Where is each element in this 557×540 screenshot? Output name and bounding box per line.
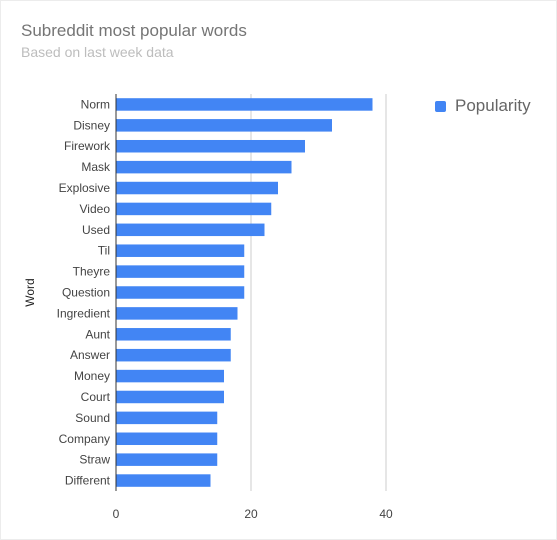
category-label: Court [81,390,111,404]
bar[interactable] [116,390,225,404]
bars [116,98,373,487]
category-labels: Norm Disney Firework Mask Explosive Video Used… [57,97,111,487]
bar[interactable] [116,474,211,487]
category-label: Firework [64,139,111,153]
category-label: Answer [70,348,110,362]
bar[interactable] [116,369,225,383]
chart-subtitle: Based on last week data [21,44,174,60]
category-label: Norm [81,97,110,111]
bar[interactable] [116,265,245,278]
x-tick-label: 0 [113,507,120,521]
x-tick-label: 40 [379,507,393,521]
category-label: Aunt [85,327,110,341]
category-label: Ingredient [57,306,111,320]
category-label: Money [74,369,110,383]
bar[interactable] [116,181,279,195]
bar[interactable] [116,160,292,174]
legend-label: Popularity [455,96,531,115]
category-label: Explosive [59,181,111,195]
bar[interactable] [116,202,272,216]
bar[interactable] [116,453,218,466]
bar[interactable] [116,139,306,153]
bar[interactable] [116,223,265,237]
category-label: Company [59,432,110,446]
legend-swatch [435,100,446,112]
bar[interactable] [116,307,238,320]
bar[interactable] [116,411,218,425]
category-label: Straw [79,453,110,467]
x-tick-labels: 0 20 40 [113,507,393,521]
bar[interactable] [116,432,218,446]
category-label: Disney [73,118,110,132]
bar[interactable] [116,98,373,111]
category-label: Mask [81,160,111,174]
category-label: Theyre [73,265,111,279]
bar[interactable] [116,286,245,299]
chart-title: Subreddit most popular words [21,21,247,40]
legend[interactable]: Popularity [435,96,531,116]
y-axis-title: Word [23,278,37,306]
bar[interactable] [116,328,231,341]
category-label: Til [98,244,110,258]
bar[interactable] [116,119,333,132]
category-label: Used [82,223,110,237]
bar[interactable] [116,244,245,257]
category-label: Sound [75,411,110,425]
category-label: Different [65,474,111,488]
bar[interactable] [116,348,231,362]
x-tick-label: 20 [244,507,258,521]
category-label: Video [80,202,111,216]
gridlines [115,94,387,491]
category-label: Question [62,286,110,300]
